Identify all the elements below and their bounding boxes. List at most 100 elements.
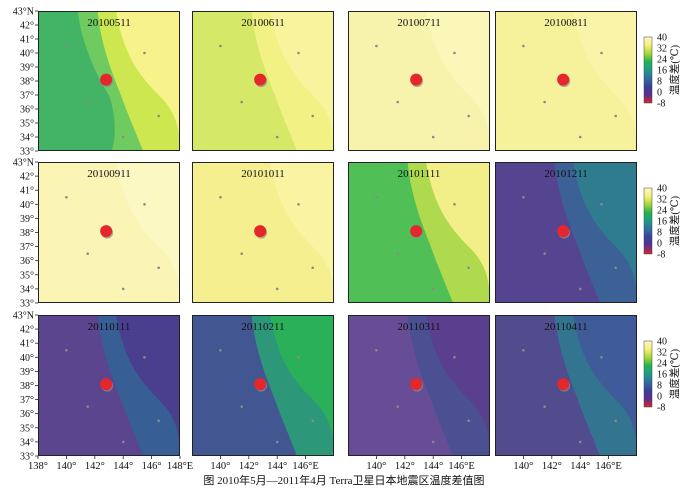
station-marker	[240, 100, 243, 104]
temperature-layer	[192, 315, 298, 456]
colorbar-tick-label: 24	[657, 206, 667, 217]
colorbar-tick-label: 24	[657, 359, 667, 370]
colorbar-tick-label: 32	[657, 44, 667, 55]
station-marker	[453, 51, 456, 55]
station-marker	[522, 195, 525, 199]
station-marker	[143, 51, 146, 55]
panel-date-label: 20100611	[241, 17, 285, 29]
colorbar-tick-label: 8	[657, 228, 662, 239]
colorbar-tick-label: 32	[657, 348, 667, 359]
station-marker	[600, 203, 603, 206]
station-marker	[219, 44, 222, 48]
epicenter-marker	[100, 73, 113, 86]
station-marker	[453, 356, 456, 359]
longitude-axes: 138° 140° 142° 144° 146° 148°E 140° 142° 144° 146…	[28, 456, 622, 472]
station-marker	[143, 356, 146, 359]
panel-date-label: 20100811	[544, 17, 588, 29]
station-marker	[614, 114, 617, 118]
station-marker	[543, 100, 546, 104]
temperature-layer	[348, 162, 454, 303]
station-marker	[431, 287, 435, 291]
station-marker	[522, 348, 525, 352]
station-marker	[121, 135, 125, 139]
y-tick-label: 42°	[20, 325, 34, 336]
colorbar-tick-label: 8	[657, 381, 662, 392]
x-tick-label: 144°	[570, 461, 590, 472]
panel-frame	[38, 315, 180, 456]
x-tick-label: 146°E	[595, 461, 621, 472]
panel-frame	[495, 11, 637, 151]
station-marker	[157, 114, 160, 118]
y-tick-label: 35°	[20, 270, 34, 281]
station-marker	[375, 348, 378, 352]
y-tick-label: 41°	[20, 35, 34, 46]
map-panel-20100711: 20100711	[348, 11, 490, 151]
colorbars: 4032241680-8温度差(℃)4032241680-8温度差(℃)4032…	[643, 33, 681, 414]
station-marker	[375, 195, 378, 199]
colorbar-tick-label: 0	[657, 88, 662, 99]
y-tick-label: 37°	[20, 242, 34, 253]
station-marker	[600, 51, 603, 55]
y-tick-label: 43°N	[13, 311, 34, 322]
map-panel-20100511: 20100511	[38, 11, 180, 151]
map-panel-20100911: 20100911	[38, 162, 180, 303]
colorbar-gradient	[643, 187, 653, 255]
y-tick-label: 43°N	[13, 7, 34, 18]
map-panel-20101111: 20101111	[348, 162, 490, 303]
y-tick-label: 33°	[20, 452, 34, 463]
panel-frame	[495, 162, 637, 303]
station-marker	[65, 348, 68, 352]
station-marker	[578, 135, 582, 139]
station-marker	[86, 100, 89, 104]
panel-frame	[192, 315, 334, 456]
y-tick-label: 36°	[20, 256, 34, 267]
station-marker	[143, 203, 146, 206]
x-tick-label: 140°	[513, 461, 533, 472]
y-tick-label: 42°	[20, 21, 34, 32]
temperature-layer	[495, 315, 601, 456]
station-marker	[396, 100, 400, 104]
station-marker	[219, 195, 222, 199]
panel-date-label: 20100711	[397, 17, 441, 29]
map-panel-20100611: 20100611	[192, 11, 334, 151]
colorbar-tick-label: -8	[657, 403, 665, 414]
x-tick-label: 146°E	[448, 461, 474, 472]
station-marker	[614, 419, 617, 423]
station-marker	[240, 405, 243, 408]
y-tick-label: 35°	[20, 423, 34, 434]
colorbar-tick-label: 40	[657, 184, 667, 195]
epicenter-marker	[254, 73, 267, 86]
station-marker	[65, 44, 68, 48]
colorbar-tick-label: 16	[657, 370, 667, 381]
colorbar-tick-label: -8	[657, 99, 665, 110]
epicenter-marker	[100, 225, 113, 238]
temperature-layer	[38, 11, 115, 151]
station-marker	[311, 114, 315, 118]
panel-date-label: 20110111	[88, 321, 131, 333]
panel-frame	[348, 162, 490, 303]
station-marker	[396, 405, 400, 408]
map-panel-20110411: 20110411	[495, 315, 637, 456]
y-tick-label: 42°	[20, 172, 34, 183]
y-tick-label: 34°	[20, 437, 34, 448]
y-tick-label: 38°	[20, 77, 34, 88]
temperature-layer	[38, 315, 144, 456]
y-tick-label: 36°	[20, 409, 34, 420]
panel-frame	[38, 11, 180, 151]
panel-date-label: 20101011	[241, 168, 285, 180]
x-tick-label: 144°	[113, 461, 133, 472]
epicenter-marker	[557, 378, 570, 391]
x-tick-label: 142°	[85, 461, 105, 472]
colorbar-tick-label: 24	[657, 55, 667, 66]
x-tick-label: 148°E	[167, 461, 193, 472]
epicenter-marker	[100, 378, 113, 391]
map-panel-20110211: 20110211	[192, 315, 334, 456]
x-tick-label: 146°	[142, 461, 162, 472]
colorbar-title: 温度差(℃)	[668, 44, 681, 95]
colorbar-tick-label: 0	[657, 239, 662, 250]
station-marker	[543, 252, 546, 255]
y-tick-label: 39°	[20, 367, 34, 378]
station-marker	[467, 419, 471, 423]
epicenter-marker	[410, 378, 423, 391]
